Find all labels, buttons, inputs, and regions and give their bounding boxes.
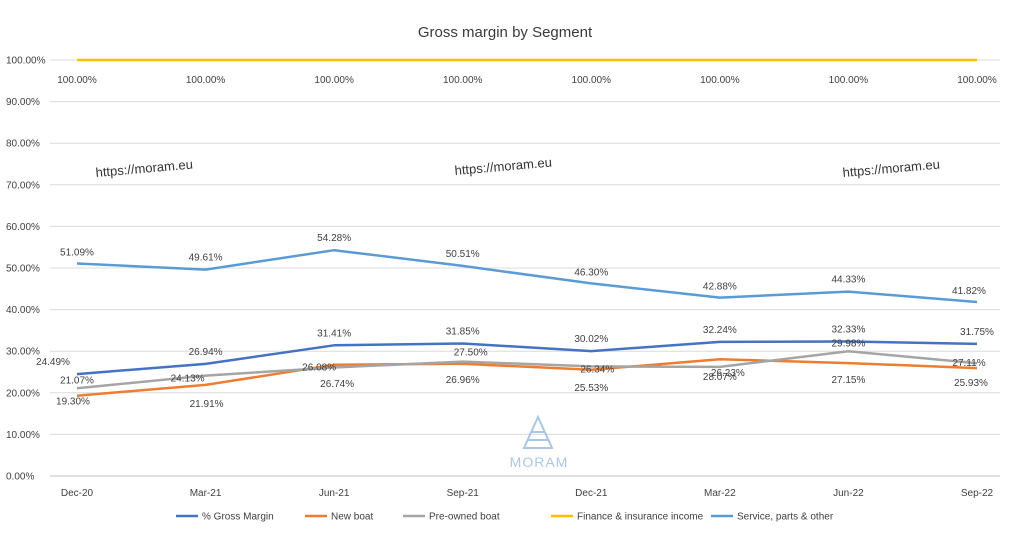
data-label: 24.49% [36, 357, 70, 368]
data-label: 25.53% [574, 383, 608, 394]
y-tick-label: 80.00% [6, 139, 40, 150]
data-label: 21.91% [190, 399, 224, 410]
data-label: 100.00% [700, 75, 740, 86]
data-label: 46.30% [574, 267, 608, 278]
series-line-0 [76, 340, 978, 376]
data-label: 31.41% [317, 328, 351, 339]
data-label: 32.33% [831, 325, 865, 336]
watermark: https://moram.eu https://moram.eu https:… [95, 155, 940, 470]
watermark-text: https://moram.eu [842, 157, 940, 180]
data-label: 26.08% [302, 363, 336, 374]
data-label: 100.00% [57, 75, 97, 86]
data-label: 42.88% [703, 282, 737, 293]
x-tick-label: Sep-22 [961, 488, 994, 499]
data-label: 26.23% [711, 368, 745, 379]
x-tick-label: Jun-22 [833, 488, 864, 499]
y-tick-label: 60.00% [6, 222, 40, 233]
y-tick-label: 90.00% [6, 97, 40, 108]
data-label: 31.85% [446, 327, 480, 338]
data-label: 24.13% [171, 374, 205, 385]
series-line-4 [76, 248, 978, 304]
data-label: 25.93% [954, 378, 988, 389]
data-label: 100.00% [443, 75, 483, 86]
y-tick-label: 30.00% [6, 347, 40, 358]
legend-label: New boat [331, 512, 373, 523]
watermark-text: https://moram.eu [95, 157, 193, 180]
data-label: 51.09% [60, 247, 94, 258]
y-axis-ticks: 0.00% 10.00% 20.00% 30.00% 40.00% 50.00% 60.00… [6, 56, 46, 483]
data-label: 100.00% [314, 75, 354, 86]
x-tick-label: Dec-20 [61, 488, 94, 499]
data-label: 28.07% [703, 372, 737, 383]
y-tick-label: 50.00% [6, 264, 40, 275]
legend-label: Finance & insurance income [577, 512, 704, 523]
x-tick-label: Jun-21 [319, 488, 350, 499]
data-label: 32.24% [703, 325, 737, 336]
watermark-text: https://moram.eu [454, 155, 552, 178]
y-tick-label: 10.00% [6, 430, 40, 441]
x-axis-ticks: Dec-20 Mar-21 Jun-21 Sep-21 Dec-21 Mar-22 Jun-… [61, 488, 994, 499]
data-label: 27.11% [952, 358, 985, 369]
legend: % Gross Margin New boat Pre-owned boat Fina… [176, 512, 834, 523]
logo-text: MORAM [510, 454, 569, 470]
data-label: 50.51% [446, 249, 480, 260]
series-line-1 [76, 357, 978, 397]
y-tick-label: 0.00% [6, 472, 34, 483]
x-tick-label: Mar-22 [704, 488, 736, 499]
moram-logo: MORAM [510, 414, 569, 470]
x-tick-label: Mar-21 [190, 488, 222, 499]
data-label: 44.33% [831, 275, 865, 286]
series-lines [76, 58, 978, 397]
y-tick-label: 70.00% [6, 180, 40, 191]
data-label: 100.00% [957, 75, 997, 86]
data-label: 41.82% [952, 286, 986, 297]
series-line-2 [76, 350, 978, 390]
data-label: 49.61% [189, 253, 223, 264]
data-label: 26.74% [320, 379, 354, 390]
data-label: 100.00% [829, 75, 869, 86]
chart-title: Gross margin by Segment [418, 24, 593, 41]
data-label: 30.02% [574, 334, 608, 345]
data-label: 26.96% [446, 375, 480, 386]
legend-label: Pre-owned boat [429, 512, 500, 523]
data-label: 26.94% [189, 347, 223, 358]
data-label: 100.00% [572, 75, 612, 86]
legend-label: Service, parts & other [737, 512, 834, 523]
data-label: 26.34% [580, 364, 614, 375]
legend-label: % Gross Margin [202, 512, 274, 523]
data-label: 29.98% [831, 338, 865, 349]
data-label: 54.28% [317, 233, 351, 244]
y-tick-label: 20.00% [6, 388, 40, 399]
y-tick-label: 40.00% [6, 305, 40, 316]
data-label: 27.15% [831, 375, 865, 386]
data-label: 19.30% [56, 397, 90, 408]
data-label: 21.07% [60, 375, 94, 386]
data-label: 27.50% [454, 348, 488, 359]
data-label: 100.00% [186, 75, 226, 86]
data-label: 31.75% [960, 327, 994, 338]
data-labels: 24.49% 26.94% 31.41% 31.85% 30.02% 32.24% 32.3… [36, 75, 997, 410]
x-tick-label: Dec-21 [575, 488, 608, 499]
y-tick-label: 100.00% [6, 56, 46, 67]
x-tick-label: Sep-21 [447, 488, 480, 499]
